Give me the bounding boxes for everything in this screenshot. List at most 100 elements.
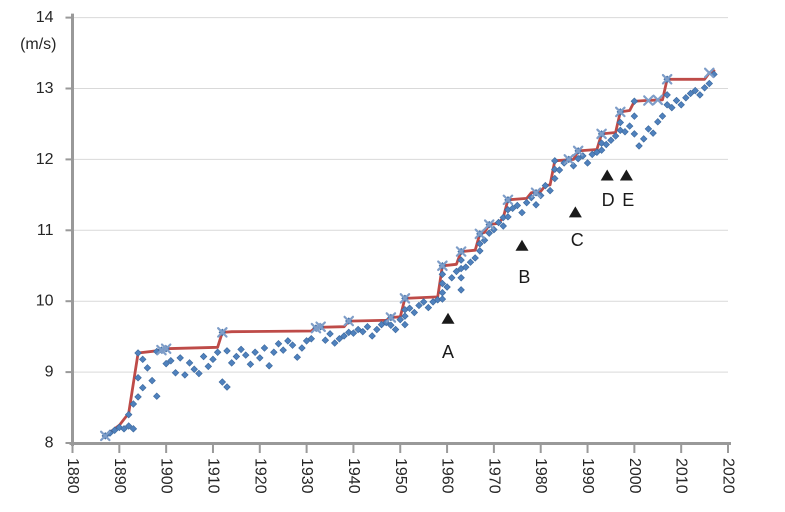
- annual-data-point: [611, 132, 620, 140]
- record-x-marker: [483, 219, 495, 230]
- record-x-marker: [315, 321, 326, 333]
- y-tick-label: 13: [36, 80, 54, 97]
- annual-data-point: [700, 84, 709, 92]
- annual-data-point: [340, 332, 348, 340]
- annual-data-point: [354, 325, 362, 334]
- annual-data-point: [401, 312, 409, 320]
- annual-data-point: [237, 345, 245, 354]
- annual-data-point: [448, 274, 456, 282]
- annual-data-point: [616, 126, 625, 135]
- annual-data-point: [476, 247, 484, 255]
- annual-data-point: [457, 274, 465, 282]
- record-x-marker: [343, 315, 355, 327]
- record-x-marker: [502, 194, 514, 206]
- annual-data-point: [663, 91, 671, 99]
- x-tick-label: 1940: [345, 458, 362, 494]
- x-tick-label: 1990: [579, 458, 596, 494]
- record-x-marker: [563, 154, 575, 165]
- annotation-label: B: [518, 267, 530, 287]
- annual-data-point: [625, 122, 634, 130]
- annual-data-point: [232, 352, 241, 361]
- annual-data-point: [410, 308, 419, 317]
- annual-data-point: [387, 321, 395, 330]
- annual-data-point: [124, 422, 133, 430]
- annual-data-point: [457, 286, 465, 294]
- annual-data-point: [616, 118, 625, 127]
- annual-data-point: [401, 320, 409, 329]
- record-x-marker: [99, 430, 111, 442]
- annual-data-point: [120, 425, 128, 433]
- annotation-triangle: [619, 169, 633, 181]
- annual-data-point: [199, 352, 208, 361]
- annual-data-point: [171, 369, 180, 377]
- record-x-marker: [596, 128, 607, 140]
- annual-data-point: [256, 354, 264, 362]
- annual-data-point: [204, 362, 213, 371]
- annual-data-point: [621, 128, 629, 136]
- record-x-marker: [615, 106, 626, 118]
- annual-data-point: [555, 166, 564, 174]
- annual-data-point: [438, 270, 447, 278]
- annual-data-point: [359, 327, 367, 336]
- annual-data-point: [654, 118, 662, 126]
- annual-data-point: [288, 341, 297, 349]
- annotation-triangle: [515, 239, 529, 251]
- annual-data-point: [246, 360, 255, 369]
- record-x-marker: [661, 73, 673, 85]
- axis-tick-labels: 8 9 10 11 12 13 14 (m/s) 1880 1890 1900 1910 1920 193…: [20, 9, 736, 494]
- annual-data-point: [471, 254, 479, 262]
- annual-data-point: [153, 392, 161, 400]
- annual-data-point: [176, 354, 184, 362]
- record-x-marker: [474, 228, 486, 240]
- x-tick-label: 1910: [204, 458, 221, 494]
- annual-data-point: [551, 174, 559, 183]
- record-x-marker: [455, 246, 467, 257]
- record-x-marker: [385, 312, 397, 323]
- annual-data-point: [110, 426, 119, 434]
- annual-data-point: [270, 348, 278, 356]
- annotation-triangle: [568, 206, 582, 218]
- annual-data-point: [677, 101, 685, 109]
- annual-data-point: [551, 165, 559, 174]
- annual-data-point: [691, 86, 699, 95]
- annual-data-point: [508, 204, 517, 213]
- annual-data-point: [438, 295, 447, 303]
- annual-data-point: [181, 371, 189, 379]
- record-x-marker: [643, 95, 654, 106]
- annual-data-point: [644, 125, 653, 133]
- annual-data-point: [466, 258, 475, 266]
- annual-data-point: [284, 337, 292, 345]
- annual-data-point: [143, 364, 152, 372]
- y-tick-label: 8: [45, 435, 54, 452]
- annual-data-point: [190, 365, 198, 373]
- annual-data-point: [583, 159, 592, 167]
- annotation-label: D: [602, 190, 615, 210]
- annual-data-point: [462, 263, 470, 271]
- annual-data-point: [139, 355, 147, 364]
- annual-data-point: [260, 344, 269, 352]
- annual-data-point: [438, 279, 447, 288]
- annotation-triangle: [441, 312, 455, 324]
- x-tick-label: 1970: [485, 458, 502, 494]
- annual-data-point: [139, 383, 147, 392]
- series-record-line: [103, 69, 716, 438]
- record-x-marker: [572, 145, 584, 157]
- annual-data-point: [405, 304, 414, 313]
- annual-data-point: [705, 79, 713, 88]
- annotation-label: C: [571, 230, 584, 250]
- annual-data-point: [494, 218, 503, 227]
- annual-data-point: [630, 97, 639, 105]
- x-tick-label: 2000: [626, 458, 643, 494]
- annual-data-point: [209, 355, 217, 364]
- annual-data-point: [227, 359, 236, 367]
- annual-data-point: [672, 96, 681, 105]
- annual-data-point: [279, 346, 287, 354]
- annual-data-point: [668, 103, 676, 112]
- annual-data-point: [265, 361, 273, 370]
- annual-data-point: [167, 357, 175, 365]
- annual-data-point: [574, 154, 582, 163]
- record-x-marker: [530, 187, 542, 199]
- annual-data-point: [124, 410, 133, 419]
